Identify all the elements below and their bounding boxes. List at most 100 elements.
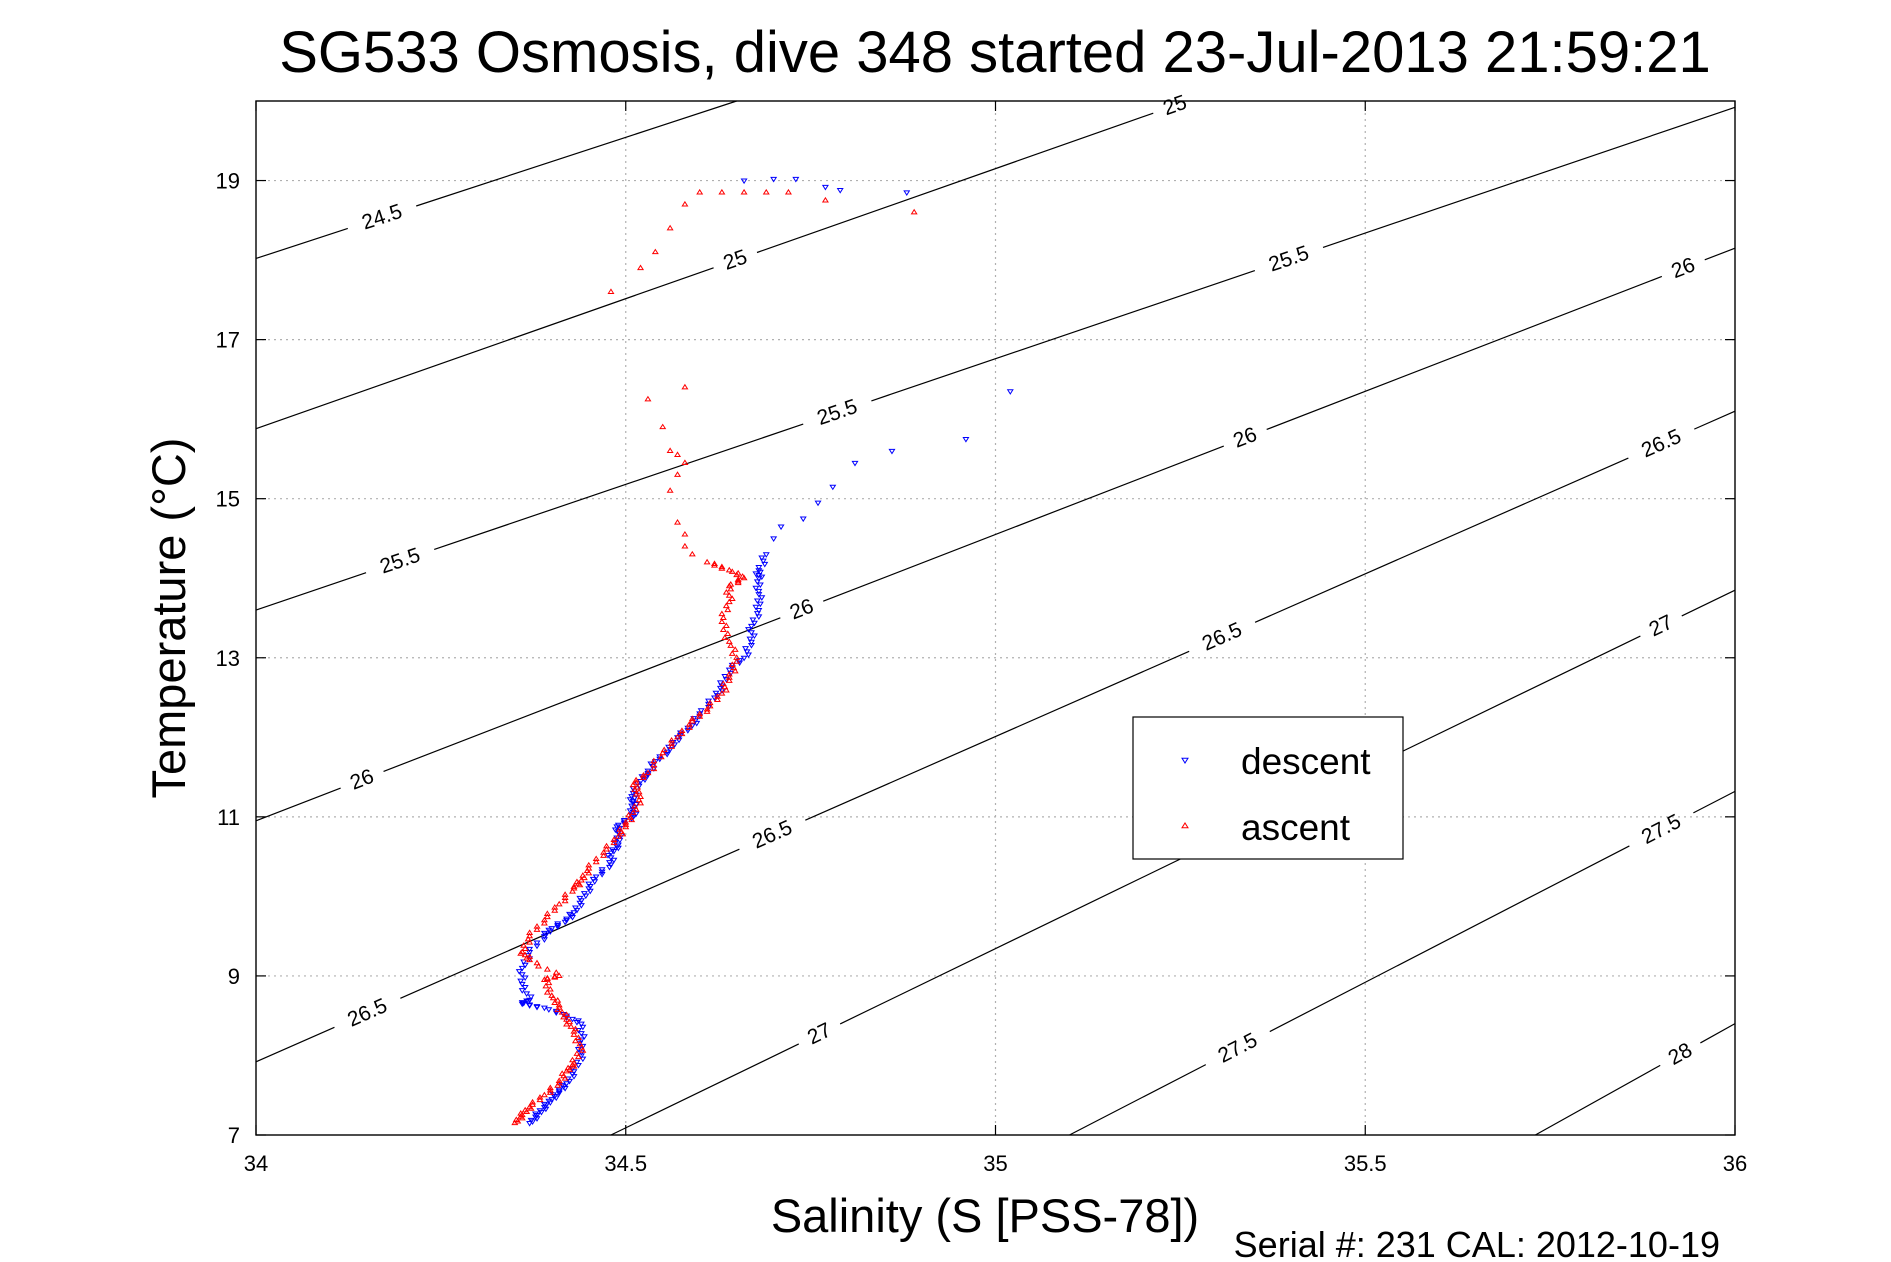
ascent-point-interp xyxy=(688,715,696,722)
ascent-point-interp xyxy=(543,989,551,995)
descent-point-interp xyxy=(721,674,729,680)
descent-point-interp xyxy=(532,1111,540,1118)
descent-point xyxy=(540,1005,548,1012)
contour-line-26.5 xyxy=(805,650,1190,821)
descent-point-interp xyxy=(747,642,755,649)
ascent-point-interp xyxy=(727,642,735,648)
descent-point-interp xyxy=(749,617,757,624)
descent-point-interp xyxy=(752,585,760,592)
ascent-point-interp xyxy=(719,680,727,687)
descent-point xyxy=(777,524,785,531)
descent-point xyxy=(570,910,578,916)
ascent-point xyxy=(548,992,556,998)
descent-point xyxy=(740,178,748,185)
ascent-point xyxy=(688,550,696,557)
ascent-point-interp xyxy=(526,929,534,936)
descent-point xyxy=(592,874,600,881)
descent-point-interp xyxy=(663,751,671,758)
ascent-point-interp xyxy=(637,799,645,806)
ascent-point-interp xyxy=(573,1050,581,1056)
descent-point-interp xyxy=(521,962,529,969)
ascent-point-interp xyxy=(650,761,658,768)
ascent-point-interp xyxy=(731,667,739,674)
descent-point xyxy=(740,655,748,662)
contour-line-26 xyxy=(1266,275,1663,431)
descent-point-interp xyxy=(540,930,548,937)
ascent-point xyxy=(555,900,563,907)
ascent-point-interp xyxy=(533,923,541,929)
descent-point-interp xyxy=(684,728,692,734)
ascent-point-interp xyxy=(543,966,551,972)
ascent-point-interp xyxy=(546,985,554,992)
descent-point-interp xyxy=(521,975,529,982)
ascent-point xyxy=(570,1059,578,1066)
ascent-point xyxy=(821,196,829,203)
descent-point xyxy=(755,568,763,574)
descent-point xyxy=(888,448,896,455)
descent-point xyxy=(762,552,770,558)
descent-point-interp xyxy=(540,937,548,943)
ascent-point-interp xyxy=(512,1116,520,1122)
ascent-point-interp xyxy=(668,743,676,749)
ascent-point-interp xyxy=(650,757,658,764)
descent-point-interp xyxy=(533,943,541,950)
descent-point-interp xyxy=(745,652,753,659)
descent-point-interp xyxy=(527,994,535,1001)
ascent-point xyxy=(644,395,652,402)
ascent-point-interp xyxy=(632,776,640,783)
ascent-point xyxy=(651,248,659,255)
contour-line-28 xyxy=(1535,1064,1661,1136)
ascent-point-interp xyxy=(713,693,721,699)
descent-point xyxy=(577,1021,585,1028)
descent-point-interp xyxy=(610,857,618,864)
ascent-point-interp xyxy=(573,878,581,885)
descent-point-interp xyxy=(697,708,705,714)
density-contours: 24.5252525.525.525.52626262626.526.526.5… xyxy=(255,91,1736,1136)
ascent-point-interp xyxy=(725,592,733,598)
ascent-point xyxy=(681,459,689,465)
descent-point xyxy=(747,639,755,646)
descent-point-interp xyxy=(569,1016,577,1023)
ascent-point xyxy=(659,423,667,430)
descent-point-interp xyxy=(608,847,616,854)
ascent-point xyxy=(577,1043,585,1050)
ascent-point xyxy=(629,809,637,815)
ascent-point xyxy=(540,1091,548,1098)
descent-point-interp xyxy=(755,614,763,620)
descent-point-interp xyxy=(555,1087,563,1094)
descent-point-interp xyxy=(647,761,655,768)
ascent-point-interp xyxy=(722,589,730,595)
ascent-point-interp xyxy=(564,1064,572,1071)
x-tick-label: 34.5 xyxy=(604,1151,647,1176)
ascent-point-interp xyxy=(576,1040,584,1047)
contour-line-27.5 xyxy=(1069,1064,1207,1136)
ascent-point-interp xyxy=(719,626,727,632)
ascent-point-interp xyxy=(592,858,600,865)
ascent-point-interp xyxy=(722,622,730,629)
descent-point xyxy=(548,1097,556,1103)
descent-point-interp xyxy=(756,601,764,608)
grid xyxy=(256,101,1735,1135)
contour-line-26 xyxy=(255,787,341,822)
descent-point-interp xyxy=(545,927,553,934)
ascent-point-interp xyxy=(543,974,551,981)
ascent-point xyxy=(718,188,726,195)
contour-line-26 xyxy=(823,445,1224,602)
descent-point-interp xyxy=(527,1117,535,1124)
ascent-point xyxy=(696,188,704,195)
ascent-point-interp xyxy=(521,945,529,951)
descent-point xyxy=(829,484,837,491)
contour-line-26 xyxy=(1704,247,1736,261)
descent-point-interp xyxy=(533,940,541,947)
descent-point xyxy=(526,997,534,1004)
ascent-point-interp xyxy=(724,606,732,613)
ascent-point-interp xyxy=(574,1053,582,1060)
contour-line-28 xyxy=(1700,1023,1736,1044)
descent-point-interp xyxy=(520,1000,528,1007)
ascent-point xyxy=(725,598,733,605)
ascent-point-interp xyxy=(529,1098,537,1105)
ascent-point-interp xyxy=(678,727,686,734)
descent-point-interp xyxy=(573,1059,581,1066)
y-tick-label: 7 xyxy=(228,1123,240,1148)
